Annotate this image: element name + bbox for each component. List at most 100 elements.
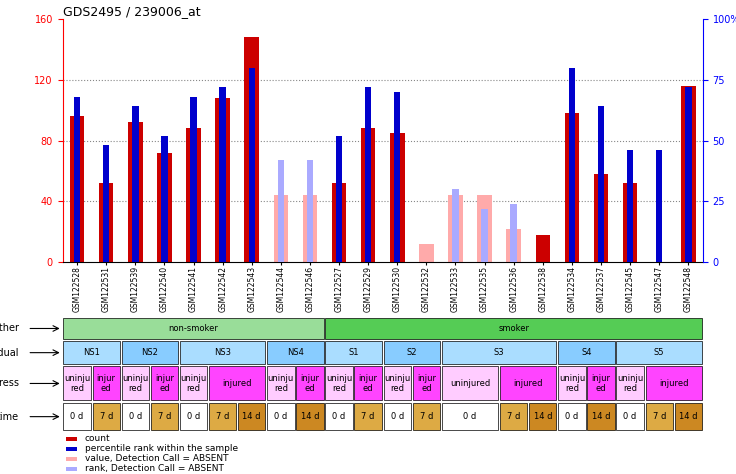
- Text: NS2: NS2: [141, 348, 158, 357]
- Bar: [132, 107, 138, 262]
- Bar: [325, 341, 382, 364]
- Bar: [529, 403, 556, 430]
- Bar: [558, 341, 615, 364]
- Text: uninju
red: uninju red: [180, 374, 207, 393]
- Bar: [103, 146, 110, 262]
- Bar: [569, 68, 575, 262]
- Bar: [216, 98, 230, 262]
- Text: S5: S5: [654, 348, 665, 357]
- Bar: [448, 195, 463, 262]
- Text: S1: S1: [348, 348, 359, 357]
- Text: non-smoker: non-smoker: [169, 324, 219, 333]
- Bar: [325, 403, 353, 430]
- Bar: [453, 243, 459, 262]
- Bar: [219, 87, 226, 262]
- Bar: [645, 403, 673, 430]
- Bar: [302, 195, 317, 262]
- Text: 0 d: 0 d: [187, 412, 200, 421]
- Bar: [63, 341, 120, 364]
- Text: uninju
red: uninju red: [559, 374, 585, 393]
- Bar: [685, 87, 692, 262]
- Bar: [511, 204, 517, 262]
- Text: 0 d: 0 d: [71, 412, 84, 421]
- Bar: [558, 403, 586, 430]
- Bar: [453, 189, 459, 262]
- Text: injured: injured: [514, 379, 543, 388]
- Bar: [63, 366, 91, 401]
- Text: S4: S4: [581, 348, 592, 357]
- Bar: [478, 195, 492, 262]
- Text: uninju
red: uninju red: [268, 374, 294, 393]
- Bar: [66, 467, 77, 471]
- Text: injur
ed: injur ed: [417, 374, 436, 393]
- Bar: [536, 235, 550, 262]
- Text: uninju
red: uninju red: [326, 374, 353, 393]
- Bar: [383, 403, 411, 430]
- Bar: [390, 133, 405, 262]
- Bar: [355, 403, 382, 430]
- Text: uninju
red: uninju red: [617, 374, 643, 393]
- Bar: [158, 153, 171, 262]
- Text: NS4: NS4: [287, 348, 304, 357]
- Bar: [365, 87, 372, 262]
- Bar: [93, 403, 120, 430]
- Bar: [325, 318, 702, 339]
- Bar: [74, 97, 80, 262]
- Bar: [180, 366, 208, 401]
- Text: 0 d: 0 d: [464, 412, 477, 421]
- Bar: [93, 366, 120, 401]
- Text: rank, Detection Call = ABSENT: rank, Detection Call = ABSENT: [85, 465, 224, 474]
- Text: 14 d: 14 d: [592, 412, 610, 421]
- Bar: [307, 160, 313, 262]
- Text: 0 d: 0 d: [129, 412, 142, 421]
- Text: 0 d: 0 d: [623, 412, 637, 421]
- Bar: [121, 341, 178, 364]
- Bar: [617, 403, 644, 430]
- Text: injur
ed: injur ed: [96, 374, 116, 393]
- Text: injured: injured: [659, 379, 688, 388]
- Text: uninjured: uninjured: [450, 379, 490, 388]
- Bar: [63, 403, 91, 430]
- Bar: [151, 403, 178, 430]
- Text: injur
ed: injur ed: [155, 374, 174, 393]
- Text: GDS2495 / 239006_at: GDS2495 / 239006_at: [63, 5, 200, 18]
- Bar: [209, 403, 236, 430]
- Bar: [267, 341, 324, 364]
- Text: 14 d: 14 d: [242, 412, 261, 421]
- Text: injur
ed: injur ed: [358, 374, 378, 393]
- Text: S3: S3: [494, 348, 504, 357]
- Text: smoker: smoker: [498, 324, 529, 333]
- Bar: [191, 97, 197, 262]
- Bar: [656, 150, 662, 262]
- Bar: [419, 244, 434, 262]
- Bar: [623, 183, 637, 262]
- Bar: [249, 68, 255, 262]
- Bar: [681, 86, 696, 262]
- Bar: [277, 160, 284, 262]
- Bar: [361, 128, 375, 262]
- Bar: [238, 403, 266, 430]
- Bar: [413, 403, 440, 430]
- Bar: [70, 116, 85, 262]
- Bar: [598, 107, 604, 262]
- Bar: [63, 318, 324, 339]
- Bar: [161, 136, 168, 262]
- Bar: [332, 183, 347, 262]
- Bar: [66, 437, 77, 440]
- Bar: [297, 366, 324, 401]
- Text: 7 d: 7 d: [99, 412, 113, 421]
- Bar: [180, 403, 208, 430]
- Text: uninju
red: uninju red: [384, 374, 411, 393]
- Text: count: count: [85, 434, 110, 443]
- Text: stress: stress: [0, 378, 19, 389]
- Bar: [383, 341, 440, 364]
- Text: uninju
red: uninju red: [64, 374, 91, 393]
- Bar: [394, 92, 400, 262]
- Bar: [151, 366, 178, 401]
- Bar: [481, 209, 488, 262]
- Bar: [500, 403, 528, 430]
- Bar: [180, 341, 266, 364]
- Text: 0 d: 0 d: [333, 412, 346, 421]
- Text: 7 d: 7 d: [653, 412, 666, 421]
- Bar: [121, 403, 149, 430]
